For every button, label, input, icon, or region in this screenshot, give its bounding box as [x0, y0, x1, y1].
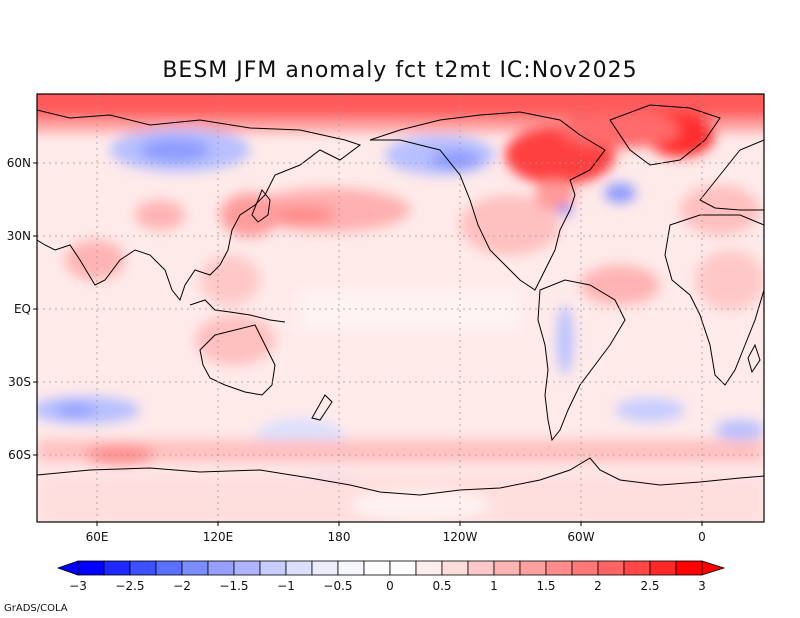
south-america-coast [537, 279, 626, 442]
southern-ocean-warm-core [85, 445, 155, 465]
colorbar-swatch [467, 560, 495, 576]
lon-label-120w: 120W [443, 530, 478, 544]
east-us-warm [535, 180, 575, 210]
colorbar-swatch [337, 560, 365, 576]
map-title: BESM JFM anomaly fct t2mt IC:Nov2025 [162, 58, 638, 83]
colorbar-swatch [389, 560, 417, 576]
colorbar-swatch [285, 560, 313, 576]
baffin-warm-anomaly [560, 112, 680, 148]
map-frame [36, 93, 765, 523]
lon-label-60w: 60W [567, 530, 594, 544]
africa-warm [695, 250, 764, 310]
lat-label-60s: 60S [8, 448, 31, 462]
coastlines [37, 104, 764, 496]
colorbar-swatch [675, 560, 703, 576]
north-america-coast [369, 111, 606, 291]
colorbar-swatch [103, 560, 131, 576]
southern-ocean-warm-band [37, 440, 764, 462]
north-pacific-warm-core [265, 205, 335, 225]
lon-label-60e: 60E [86, 530, 109, 544]
colorbar-label: −3 [69, 579, 87, 593]
colorbar-swatch [493, 560, 521, 576]
colorbar-swatch [207, 560, 235, 576]
anomaly-field [37, 94, 764, 522]
lat-label-30s: 30S [8, 375, 31, 389]
south-indian-cool-core [55, 404, 95, 416]
colorbar-arrow-min [56, 560, 79, 576]
antarctic-neutral [350, 490, 490, 520]
south-atlantic-cool-east [715, 420, 764, 440]
siberia-cool-core [140, 138, 210, 162]
colorbar-swatch [415, 560, 443, 576]
lat-label-eq: EQ [14, 302, 31, 316]
africa-coast [664, 214, 764, 386]
central-asia-warm [135, 200, 185, 230]
colorbar-label: 2 [594, 579, 602, 593]
australia-coast [199, 324, 276, 396]
colorbar-label: −2 [173, 579, 191, 593]
india-warm [65, 240, 125, 280]
indonesia-coast [189, 299, 286, 323]
tick-marks [33, 162, 703, 526]
greenland-coast [609, 104, 721, 166]
colorbar-label: 1.5 [536, 579, 555, 593]
new-zealand-coast [311, 394, 333, 421]
yukon-cool-core [430, 150, 480, 170]
antarctica-coast [37, 457, 764, 496]
colorbar-labels: −3 −2.5 −2 −1.5 −1 −0.5 0 0.5 1 1.5 2 2.5 3 [69, 579, 706, 593]
colorbar-swatch [233, 560, 261, 576]
colorbar-swatch [311, 560, 339, 576]
colorbar-arrow-max [701, 560, 726, 576]
equatorial-pacific-neutral [300, 290, 520, 330]
madagascar-coast [747, 343, 761, 374]
colorbar-label: 3 [698, 579, 706, 593]
colorbar-swatch [155, 560, 183, 576]
colorbar-label: −2.5 [115, 579, 144, 593]
colorbar-swatch [597, 560, 625, 576]
europe-warm [680, 185, 760, 235]
graticule [37, 94, 764, 522]
colorbar-swatch [649, 560, 677, 576]
colorbar-label: −1 [277, 579, 295, 593]
lat-label-30n: 30N [7, 229, 31, 243]
colorbar-label: −0.5 [323, 579, 352, 593]
colorbar-label: 1 [490, 579, 498, 593]
colorbar-swatch [181, 560, 209, 576]
colorbar-swatch [623, 560, 651, 576]
east-asia-warm [220, 193, 280, 237]
colorbar-label: 2.5 [640, 579, 659, 593]
colorbar-swatch [571, 560, 599, 576]
colorbar-swatch [545, 560, 573, 576]
lon-label-0: 0 [698, 530, 706, 544]
colorbar-swatch [77, 560, 105, 576]
europe-coast [699, 139, 764, 211]
tropical-atlantic-warm [580, 265, 660, 305]
north-atlantic-cool [604, 183, 636, 203]
lon-label-120e: 120E [203, 530, 234, 544]
colorbar-swatch [441, 560, 469, 576]
asia-coast [37, 109, 362, 302]
colorbar-swatch [363, 560, 391, 576]
colorbar-swatch [259, 560, 287, 576]
south-atlantic-cool [615, 398, 685, 422]
colorbar-label: −1.5 [219, 579, 248, 593]
maritime-continent-warm [200, 255, 260, 305]
andes-cool [557, 305, 573, 375]
colorbar-label: 0.5 [432, 579, 451, 593]
colorbar-swatch [519, 560, 547, 576]
lon-label-180: 180 [328, 530, 351, 544]
colorbar-swatch [129, 560, 157, 576]
lat-label-60n: 60N [7, 156, 31, 170]
colorbar [56, 560, 726, 576]
colorbar-label: 0 [386, 579, 394, 593]
japan-coast [251, 189, 271, 223]
credit-text: GrADS/COLA [4, 603, 68, 614]
australia-warm [195, 315, 275, 365]
